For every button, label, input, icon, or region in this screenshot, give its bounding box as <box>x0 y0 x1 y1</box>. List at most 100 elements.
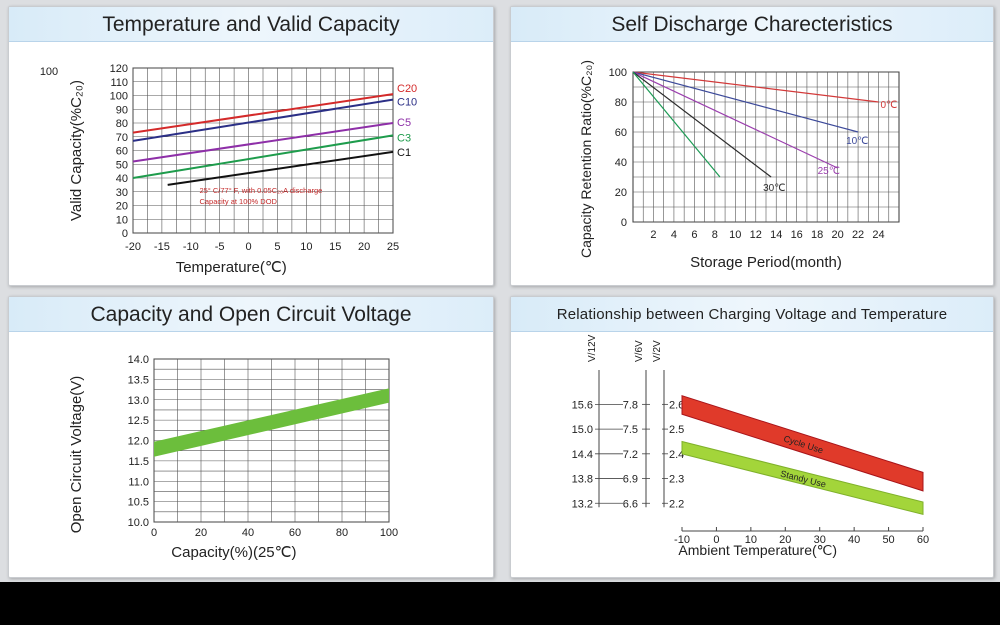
x-tick-label: 25 <box>387 241 399 253</box>
series-line <box>632 71 859 133</box>
x-tick-label: 14 <box>770 229 782 241</box>
x-tick-label: 20 <box>831 229 843 241</box>
voltage-band <box>154 388 389 457</box>
tick-label: 14.4 <box>572 449 593 461</box>
panel-title: Self Discharge Charecteristics <box>511 7 993 42</box>
x-axis-label: Ambient Temperature(℃) <box>678 542 837 558</box>
series-label: 30℃ <box>763 183 785 194</box>
tick-label: 6.9 <box>623 474 638 486</box>
series-line <box>632 71 772 178</box>
x-tick-label: 10 <box>729 229 741 241</box>
series-line <box>167 150 394 186</box>
legend-label: C1 <box>397 147 411 159</box>
x-tick-label: 10 <box>745 534 757 546</box>
legend-label: C20 <box>397 83 417 95</box>
y-tick-label: 0 <box>621 217 627 229</box>
x-tick-label: 4 <box>671 229 677 241</box>
x-tick-label: 10 <box>300 241 312 253</box>
x-tick-label: 15 <box>329 241 341 253</box>
x-tick-label: 6 <box>691 229 697 241</box>
y-tick-label: 0 <box>122 228 128 240</box>
x-tick-label: 50 <box>882 534 894 546</box>
tick-label: 2.4 <box>669 449 684 461</box>
x-tick-label: 18 <box>811 229 823 241</box>
x-tick-label: 30 <box>814 534 826 546</box>
y-tick-label: 10.5 <box>128 497 149 509</box>
series-line <box>632 71 879 103</box>
x-tick-label: 60 <box>917 534 929 546</box>
x-tick-label: 22 <box>852 229 864 241</box>
x-tick-label: 20 <box>195 527 207 539</box>
y-tick-label: 14.0 <box>128 354 149 366</box>
x-axis-label: Temperature(℃) <box>176 259 287 276</box>
tick-label: 7.2 <box>623 449 638 461</box>
capacity-ocv-panel: Capacity and Open Circuit Voltage 10.0 10… <box>8 296 494 578</box>
tick-label: 7.5 <box>623 424 638 436</box>
x-tick-label: 100 <box>380 527 398 539</box>
annotation: Capacity at 100% DOD <box>199 197 277 206</box>
x-tick-label: 8 <box>712 229 718 241</box>
x-tick-label: -15 <box>154 241 170 253</box>
x-tick-label: -5 <box>215 241 225 253</box>
y-tick-label: 11.0 <box>128 476 149 488</box>
panel-title: Temperature and Valid Capacity <box>9 7 493 42</box>
tick-label: 2.2 <box>669 498 684 510</box>
y-tick-label: 100 <box>609 67 627 79</box>
tick-label: 6.6 <box>623 498 638 510</box>
x-tick-label: -20 <box>125 241 141 253</box>
x-tick-label: 20 <box>358 241 370 253</box>
x-tick-label: -10 <box>674 534 690 546</box>
y-tick-label: 90 <box>116 104 128 116</box>
tick-label: 15.0 <box>572 424 593 436</box>
tick-label: 13.2 <box>572 498 593 510</box>
voltage-axis-label: V/6V <box>634 340 645 362</box>
series-line <box>632 71 838 169</box>
series-line <box>132 98 394 142</box>
x-axis-label: Capacity(%)(25℃) <box>171 544 296 561</box>
charging-band <box>681 395 924 492</box>
y-tick-label: 100 <box>110 91 128 103</box>
y-axis-label: Valid Capacity(%C₂₀) <box>68 80 85 221</box>
x-tick-label: 2 <box>650 229 656 241</box>
x-tick-label: -10 <box>183 241 199 253</box>
y-tick-label: 30 <box>116 187 128 199</box>
series-line <box>132 93 394 134</box>
capacity-ocv-chart: 10.0 10.5 11.0 11.5 12.0 12.5 13.0 13.5 14.0 0 20 4… <box>68 354 398 561</box>
series-line <box>632 71 721 178</box>
legend-label: C3 <box>397 132 411 144</box>
series-label: 10℃ <box>846 136 868 147</box>
y-tick-label: 13.0 <box>128 395 149 407</box>
series-line <box>132 122 394 163</box>
x-tick-label: 60 <box>289 527 301 539</box>
y-tick-label: 20 <box>615 187 627 199</box>
tick-label: 2.3 <box>669 474 684 486</box>
charging-voltage-panel: Relationship between Charging Voltage an… <box>510 296 994 578</box>
y-tick-label: 12.5 <box>128 415 149 427</box>
tick-label: 13.8 <box>572 474 593 486</box>
y-tick-label: 80 <box>116 118 128 130</box>
corner-label: 100 <box>40 66 58 78</box>
x-tick-label: 0 <box>713 534 719 546</box>
legend-label: C10 <box>397 97 417 109</box>
x-tick-label: 24 <box>872 229 884 241</box>
series-label: 0℃ <box>881 100 898 111</box>
y-tick-label: 10 <box>116 214 128 226</box>
datasheet-background: Temperature and Valid Capacity 0 10 20 30 40… <box>0 0 1000 582</box>
y-tick-label: 120 <box>110 63 128 75</box>
x-tick-label: 40 <box>848 534 860 546</box>
y-tick-label: 70 <box>116 132 128 144</box>
legend-label: C5 <box>397 117 411 129</box>
y-tick-label: 40 <box>615 157 627 169</box>
y-tick-label: 80 <box>615 97 627 109</box>
panel-title: Relationship between Charging Voltage an… <box>511 297 993 332</box>
tick-label: 2.5 <box>669 424 684 436</box>
y-tick-label: 60 <box>116 146 128 158</box>
series-line <box>132 134 394 179</box>
y-tick-label: 13.5 <box>128 374 149 386</box>
y-tick-label: 40 <box>116 173 128 185</box>
series-label: 25℃ <box>818 166 840 177</box>
tick-label: 15.6 <box>572 399 593 411</box>
x-tick-label: 40 <box>242 527 254 539</box>
